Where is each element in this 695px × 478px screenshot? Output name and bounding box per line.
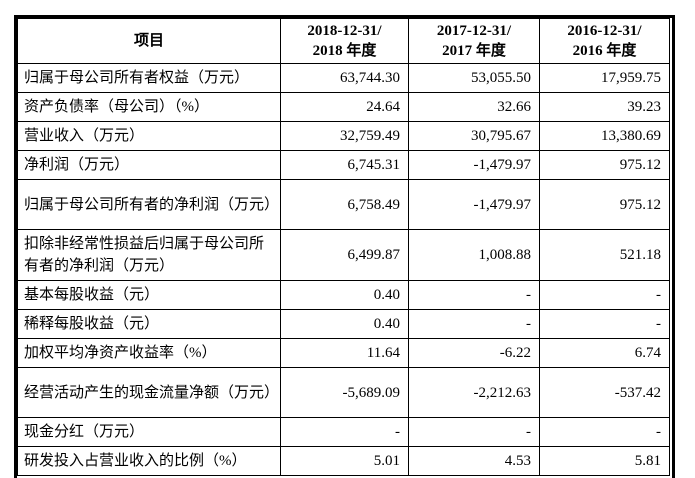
cell-value: -6.22: [408, 338, 540, 368]
cell-value: 6.74: [539, 338, 670, 368]
table-row-debt-ratio: 资产负债率（母公司）（%） 24.64 32.66 39.23: [17, 92, 670, 122]
cell-value: 24.64: [280, 92, 409, 122]
column-header-2017: 2017-12-31/ 2017 年度: [408, 18, 540, 64]
column-header-2017-line1: 2017-12-31/: [436, 23, 512, 39]
row-label: 扣除非经常性损益后归属于母公司所有者的净利润（万元）: [17, 229, 281, 281]
row-label: 归属于母公司所有者权益（万元）: [17, 63, 281, 93]
cell-value: 53,055.50: [408, 63, 540, 93]
cell-value: -1,479.97: [408, 150, 540, 180]
cell-value: -: [408, 309, 540, 339]
cell-value: -: [539, 309, 670, 339]
column-header-2016-line1: 2016-12-31/: [567, 23, 642, 39]
cell-value: 6,499.87: [280, 229, 409, 281]
cell-value: 975.12: [539, 150, 670, 180]
table-row-parent-net-profit: 归属于母公司所有者的净利润（万元） 6,758.49 -1,479.97 975…: [17, 179, 670, 230]
cell-value: 6,745.31: [280, 150, 409, 180]
row-label: 加权平均净资产收益率（%）: [17, 338, 281, 368]
cell-value: -5,689.09: [280, 367, 409, 418]
cell-value: 521.18: [539, 229, 670, 281]
column-header-2018-line2: 2018 年度: [312, 43, 377, 59]
row-label: 资产负债率（母公司）（%）: [17, 92, 281, 122]
table-row-equity: 归属于母公司所有者权益（万元） 63,744.30 53,055.50 17,9…: [17, 63, 670, 93]
cell-value: 5.01: [280, 446, 409, 476]
cell-value: 975.12: [539, 179, 670, 230]
row-label: 经营活动产生的现金流量净额（万元）: [17, 367, 281, 418]
table-row-cash-dividend: 现金分红（万元） - - -: [17, 417, 670, 447]
cell-value: 11.64: [280, 338, 409, 368]
row-label: 基本每股收益（元）: [17, 280, 281, 310]
column-header-2016: 2016-12-31/ 2016 年度: [539, 18, 670, 64]
table-row-revenue: 营业收入（万元） 32,759.49 30,795.67 13,380.69: [17, 121, 670, 151]
row-label: 研发投入占营业收入的比例（%）: [17, 446, 281, 476]
cell-value: -: [539, 417, 670, 447]
column-header-2018: 2018-12-31/ 2018 年度: [280, 18, 409, 64]
financial-summary-table: 项目 2018-12-31/ 2018 年度 2017-12-31/ 2017 …: [17, 18, 670, 476]
table-row-deducted-net-profit: 扣除非经常性损益后归属于母公司所有者的净利润（万元） 6,499.87 1,00…: [17, 229, 670, 281]
cell-value: 4.53: [408, 446, 540, 476]
cell-value: 63,744.30: [280, 63, 409, 93]
cell-value: 0.40: [280, 280, 409, 310]
cell-value: -: [408, 417, 540, 447]
column-header-2016-line2: 2016 年度: [572, 43, 637, 59]
cell-value: 32,759.49: [280, 121, 409, 151]
cell-value: -2,212.63: [408, 367, 540, 418]
row-label: 归属于母公司所有者的净利润（万元）: [17, 179, 281, 230]
cell-value: -537.42: [539, 367, 670, 418]
table-row-net-profit: 净利润（万元） 6,745.31 -1,479.97 975.12: [17, 150, 670, 180]
cell-value: 0.40: [280, 309, 409, 339]
row-label: 现金分红（万元）: [17, 417, 281, 447]
financial-summary-table-frame: 项目 2018-12-31/ 2018 年度 2017-12-31/ 2017 …: [14, 15, 675, 478]
table-row-diluted-eps: 稀释每股收益（元） 0.40 - -: [17, 309, 670, 339]
table-row-operating-cash-flow: 经营活动产生的现金流量净额（万元） -5,689.09 -2,212.63 -5…: [17, 367, 670, 418]
cell-value: -: [408, 280, 540, 310]
table-row-basic-eps: 基本每股收益（元） 0.40 - -: [17, 280, 670, 310]
row-label: 稀释每股收益（元）: [17, 309, 281, 339]
column-header-2017-line2: 2017 年度: [442, 43, 506, 59]
row-label: 营业收入（万元）: [17, 121, 281, 151]
cell-value: -: [539, 280, 670, 310]
table-row-rd-ratio: 研发投入占营业收入的比例（%） 5.01 4.53 5.81: [17, 446, 670, 476]
column-header-2018-line1: 2018-12-31/: [307, 23, 382, 39]
cell-value: 5.81: [539, 446, 670, 476]
cell-value: 1,008.88: [408, 229, 540, 281]
cell-value: -1,479.97: [408, 179, 540, 230]
table-row-roe: 加权平均净资产收益率（%） 11.64 -6.22 6.74: [17, 338, 670, 368]
table-header-row: 项目 2018-12-31/ 2018 年度 2017-12-31/ 2017 …: [17, 18, 670, 64]
cell-value: 6,758.49: [280, 179, 409, 230]
cell-value: -: [280, 417, 409, 447]
cell-value: 39.23: [539, 92, 670, 122]
cell-value: 30,795.67: [408, 121, 540, 151]
row-label: 净利润（万元）: [17, 150, 281, 180]
cell-value: 17,959.75: [539, 63, 670, 93]
cell-value: 32.66: [408, 92, 540, 122]
cell-value: 13,380.69: [539, 121, 670, 151]
column-header-item: 项目: [17, 18, 281, 64]
